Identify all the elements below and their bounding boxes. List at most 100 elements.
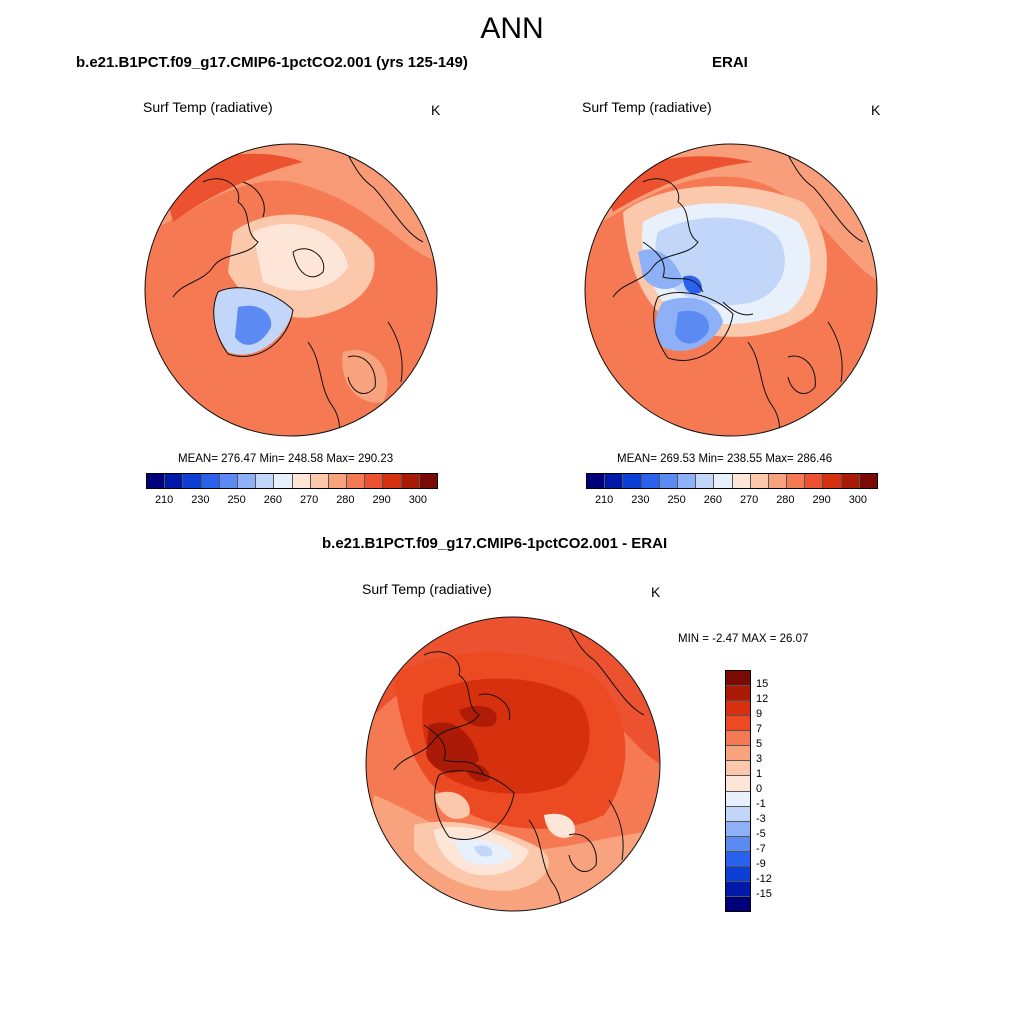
obs-stats-text: MEAN= 269.53 Min= 238.55 Max= 286.46 [617,453,833,465]
diff-colorbar-tick-label: -7 [756,843,766,855]
diff-colorbar-tick-label: -15 [756,888,772,900]
diff-colorbar-box [726,851,750,867]
obs-colorbar-tick-label: 270 [739,494,759,506]
diff-colorbar-box [726,881,750,897]
diff-units-label: K [651,584,661,600]
obs-colorbar-ticks: 210 230 250 260 270 280 290 300 [586,494,876,508]
diff-colorbar-tick-label: 5 [756,738,763,750]
obs-colorbar-tick-label: 230 [631,494,650,506]
obs-colorbar-box [623,474,642,488]
obs-colorbar-box [750,474,769,488]
obs-colorbar-box [768,474,788,488]
obs-colorbar-tick-label: 300 [848,494,868,506]
obs-colorbar-tick-label: 290 [812,494,831,506]
model-colorbar-tick-label: 230 [191,494,210,506]
model-colorbar-box [274,474,293,488]
model-variable-label: Surf Temp (radiative) [143,99,273,115]
diff-colorbar-box [726,731,750,747]
model-units-label: K [431,102,441,118]
model-colorbar-box [347,474,366,488]
model-colorbar-box [165,474,184,488]
model-colorbar-tick-label: 290 [372,494,391,506]
obs-colorbar-box [659,474,678,488]
obs-colorbar-tick-label: 260 [703,494,723,506]
obs-colorbar-box [605,474,624,488]
obs-colorbar-box [714,474,733,488]
model-colorbar-box [183,474,202,488]
obs-colorbar-box [677,474,697,488]
obs-colorbar-box [805,474,824,488]
obs-colorbar [586,473,878,489]
obs-colorbar-tick-label: 250 [667,494,686,506]
obs-colorbar-box [696,474,715,488]
diff-colorbar-box [726,686,750,702]
diff-colorbar-box [726,896,750,911]
diff-polar-map [365,616,661,912]
model-colorbar-box [328,474,348,488]
diff-colorbar-box [726,716,750,732]
diff-colorbar-tick-label: 7 [756,723,763,735]
model-colorbar-box [147,474,166,488]
diff-colorbar-box [726,746,750,762]
model-colorbar-tick-label: 270 [299,494,319,506]
diff-colorbar-tick-label: 1 [756,768,763,780]
model-colorbar-box [419,474,437,488]
model-colorbar-tick-label: 300 [408,494,428,506]
obs-colorbar-box [787,474,806,488]
diff-colorbar-box [726,791,750,807]
diff-colorbar-tick-label: -5 [756,828,766,840]
obs-colorbar-box [732,474,751,488]
diff-variable-label: Surf Temp (radiative) [362,581,492,597]
diff-colorbar-box [726,776,750,792]
obs-colorbar-box [587,474,606,488]
obs-panel-title: ERAI [712,54,748,71]
diff-colorbar-box [726,866,750,882]
diff-colorbar [725,670,751,912]
model-panel-title: b.e21.B1PCT.f09_g17.CMIP6-1pctCO2.001 (y… [76,54,468,71]
model-colorbar-box [219,474,238,488]
obs-colorbar-box [859,474,877,488]
model-colorbar-box [401,474,420,488]
model-colorbar-tick-label: 260 [263,494,283,506]
diff-colorbar-box [726,701,750,717]
obs-colorbar-box [823,474,842,488]
model-colorbar-box [237,474,257,488]
obs-variable-label: Surf Temp (radiative) [582,99,712,115]
model-colorbar-ticks: 210 230 250 260 270 280 290 300 [146,494,436,508]
obs-colorbar-box [641,474,660,488]
model-colorbar [146,473,438,489]
diff-colorbar-tick-label: -1 [756,798,766,810]
model-colorbar-box [365,474,384,488]
obs-colorbar-tick-label: 210 [594,494,614,506]
obs-colorbar-tick-label: 280 [776,494,795,506]
diff-colorbar-box [726,836,750,852]
diff-colorbar-box [726,806,750,822]
diff-colorbar-box [726,671,750,687]
diff-colorbar-tick-label: 3 [756,753,763,765]
model-colorbar-box [201,474,220,488]
model-colorbar-box [292,474,311,488]
diff-colorbar-ticks: 15 12 9 7 5 3 1 0 -1 -3 -5 -7 -9 -12 -15 [756,670,796,910]
obs-polar-map [584,143,878,437]
obs-colorbar-box [841,474,860,488]
model-colorbar-tick-label: 250 [227,494,246,506]
figure-title: ANN [480,12,544,45]
model-colorbar-tick-label: 210 [154,494,174,506]
diff-panel-title: b.e21.B1PCT.f09_g17.CMIP6-1pctCO2.001 - … [322,535,668,552]
model-colorbar-box [256,474,275,488]
diff-colorbar-tick-label: -3 [756,813,766,825]
obs-units-label: K [871,102,881,118]
diff-colorbar-tick-label: -12 [756,873,772,885]
diff-colorbar-tick-label: 0 [756,783,763,795]
diff-stats-text: MIN = -2.47 MAX = 26.07 [678,633,809,645]
diff-colorbar-tick-label: -9 [756,858,766,870]
model-colorbar-tick-label: 280 [336,494,355,506]
model-colorbar-box [383,474,402,488]
diff-colorbar-tick-label: 9 [756,708,763,720]
diff-colorbar-tick-label: 12 [756,693,769,705]
diff-colorbar-tick-label: 15 [756,678,769,690]
model-colorbar-box [310,474,329,488]
model-stats-text: MEAN= 276.47 Min= 248.58 Max= 290.23 [178,453,394,465]
model-polar-map [144,143,438,437]
diff-colorbar-box [726,821,750,837]
